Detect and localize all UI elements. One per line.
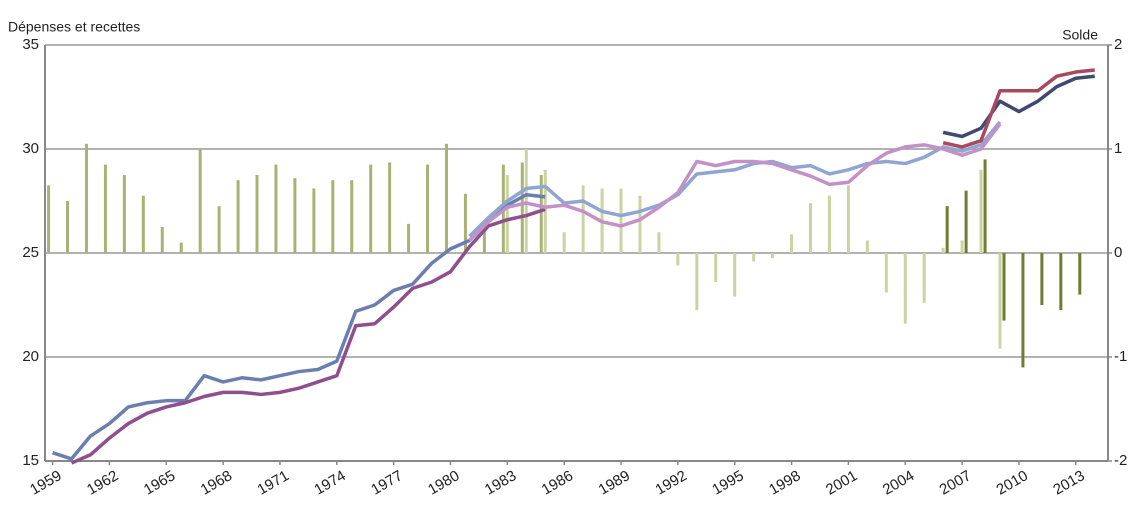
- x-tick-label: 2013: [1050, 467, 1087, 498]
- bar: [846, 185, 850, 253]
- x-tick-label: 2007: [937, 467, 974, 498]
- x-tick-label: 1995: [709, 467, 746, 498]
- x-tick-label: 2004: [880, 467, 917, 498]
- y2-tick-label: 2: [1114, 36, 1122, 53]
- bar: [638, 195, 642, 253]
- bar: [1002, 253, 1006, 321]
- bar: [979, 169, 983, 253]
- bar: [771, 253, 775, 259]
- bar: [255, 175, 259, 253]
- bar: [388, 162, 392, 253]
- y2-tick-label: 1: [1114, 140, 1122, 157]
- x-tick-label: 1968: [198, 467, 235, 498]
- bar: [350, 180, 354, 253]
- bar: [47, 185, 51, 253]
- y-tick-label: 25: [22, 244, 39, 261]
- bar: [657, 232, 661, 253]
- bar: [539, 175, 543, 253]
- bar: [407, 223, 411, 253]
- x-tick-label: 2001: [823, 467, 860, 498]
- y2-tick-label: -1: [1114, 348, 1127, 365]
- x-tick-label: 1983: [482, 467, 519, 498]
- bar: [369, 164, 373, 253]
- bar: [790, 234, 794, 253]
- bar: [945, 206, 949, 253]
- bar: [179, 242, 183, 253]
- bar: [217, 206, 221, 253]
- bar: [331, 180, 335, 253]
- y-tick-label: 30: [22, 140, 39, 157]
- bar: [312, 188, 316, 253]
- bar: [922, 253, 926, 303]
- bar: [1040, 253, 1044, 305]
- bar: [1059, 253, 1063, 311]
- line: [70, 207, 546, 465]
- x-tick-label: 1962: [84, 467, 121, 498]
- bar: [524, 149, 528, 253]
- bar: [66, 201, 70, 253]
- bar: [543, 169, 547, 253]
- x-tick-label: 1992: [652, 467, 689, 498]
- bar: [998, 253, 1002, 349]
- bar: [1078, 253, 1082, 295]
- bar: [520, 162, 524, 253]
- bar: [198, 149, 202, 253]
- bar: [865, 240, 869, 253]
- y-tick-label: 15: [22, 452, 39, 469]
- line: [468, 120, 1002, 238]
- bar: [444, 143, 448, 253]
- bar: [714, 253, 718, 283]
- bar: [619, 188, 623, 253]
- bar: [103, 164, 107, 253]
- y-tick-label: 20: [22, 348, 39, 365]
- bar: [122, 175, 126, 253]
- bar: [884, 253, 888, 293]
- bar: [903, 253, 907, 324]
- x-tick-label: 1965: [141, 467, 178, 498]
- bar: [84, 143, 88, 253]
- bar: [827, 195, 831, 253]
- x-tick-label: 2010: [994, 467, 1031, 498]
- bar: [1021, 253, 1025, 368]
- bar: [160, 227, 164, 253]
- bar: [983, 159, 987, 253]
- x-tick-label: 1980: [425, 467, 462, 498]
- bar: [463, 193, 467, 253]
- bar: [482, 221, 486, 253]
- bar: [960, 240, 964, 253]
- bar: [141, 195, 145, 253]
- bar: [676, 253, 680, 266]
- x-tick-label: 1989: [596, 467, 633, 498]
- bar: [964, 190, 968, 253]
- bar: [562, 232, 566, 253]
- y-tick-label: 35: [22, 36, 39, 53]
- bar: [733, 253, 737, 297]
- line: [942, 68, 1095, 149]
- bar: [505, 175, 509, 253]
- bar: [695, 253, 699, 311]
- bar: [293, 178, 297, 253]
- line: [52, 193, 546, 461]
- x-tick-label: 1986: [539, 467, 576, 498]
- bar: [274, 164, 278, 253]
- line: [942, 74, 1095, 139]
- x-tick-label: 1998: [766, 467, 803, 498]
- y2-tick-label: 0: [1114, 244, 1122, 261]
- bar: [236, 180, 240, 253]
- bar: [426, 164, 430, 253]
- x-tick-label: 1971: [255, 467, 292, 498]
- bar: [941, 247, 945, 253]
- x-tick-label: 1974: [311, 467, 348, 498]
- bar: [809, 203, 813, 253]
- bar: [752, 253, 756, 262]
- x-tick-label: 1959: [27, 467, 64, 498]
- x-tick-label: 1977: [368, 467, 405, 498]
- y2-tick-label: -2: [1114, 452, 1127, 469]
- y-axis-label: Dépenses et recettes: [8, 19, 140, 35]
- y2-axis-label: Solde: [1062, 27, 1098, 43]
- line: [468, 122, 1002, 242]
- bar: [581, 185, 585, 253]
